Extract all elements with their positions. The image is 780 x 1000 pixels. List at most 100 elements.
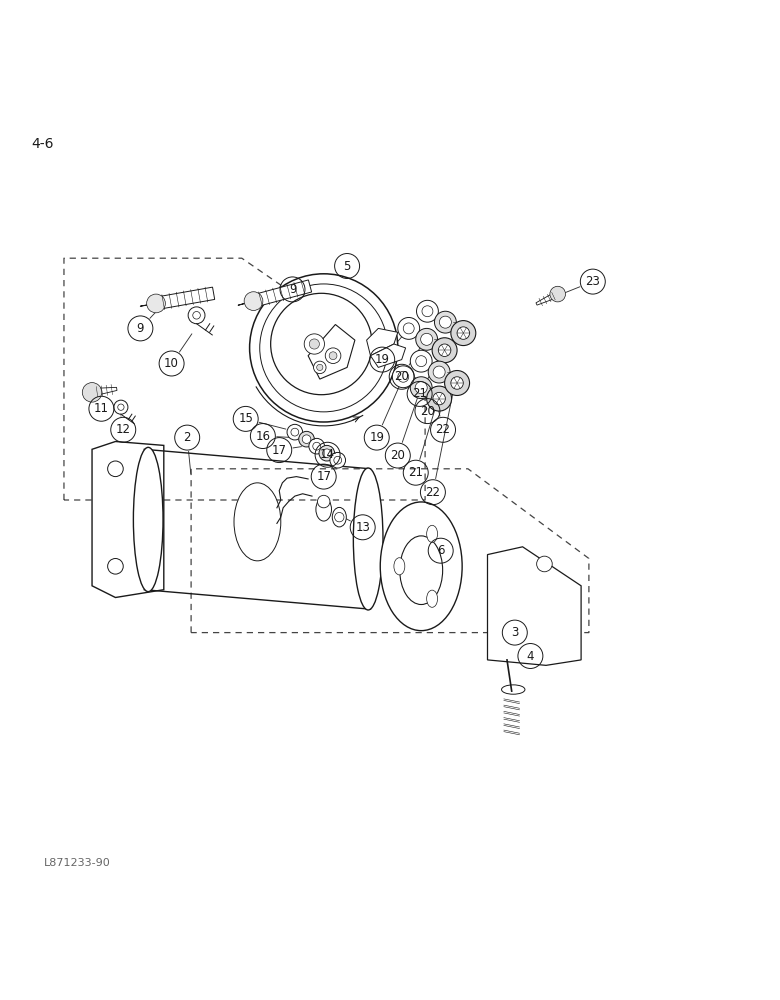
Circle shape bbox=[244, 292, 263, 310]
Circle shape bbox=[415, 382, 427, 394]
Circle shape bbox=[392, 366, 414, 388]
Circle shape bbox=[334, 456, 342, 464]
Circle shape bbox=[427, 386, 452, 411]
Text: 13: 13 bbox=[355, 521, 370, 534]
Circle shape bbox=[299, 431, 314, 447]
Circle shape bbox=[420, 333, 433, 345]
Polygon shape bbox=[155, 287, 214, 310]
Polygon shape bbox=[238, 300, 257, 305]
Text: 19: 19 bbox=[374, 353, 390, 366]
Circle shape bbox=[433, 366, 445, 378]
Text: 10: 10 bbox=[164, 357, 179, 370]
Text: 5: 5 bbox=[343, 259, 351, 272]
Text: 17: 17 bbox=[316, 470, 332, 483]
Circle shape bbox=[403, 323, 414, 334]
Polygon shape bbox=[370, 344, 406, 367]
Circle shape bbox=[291, 428, 299, 436]
Text: 21: 21 bbox=[412, 387, 427, 400]
Circle shape bbox=[330, 452, 346, 468]
Circle shape bbox=[193, 312, 200, 319]
Ellipse shape bbox=[381, 502, 462, 631]
Circle shape bbox=[317, 364, 323, 371]
Polygon shape bbox=[252, 280, 312, 307]
Circle shape bbox=[398, 371, 409, 382]
Circle shape bbox=[457, 327, 470, 339]
Text: 11: 11 bbox=[94, 402, 109, 415]
Ellipse shape bbox=[316, 498, 332, 521]
Ellipse shape bbox=[394, 558, 405, 575]
Circle shape bbox=[323, 449, 331, 457]
Polygon shape bbox=[140, 303, 159, 306]
Circle shape bbox=[147, 294, 165, 313]
Circle shape bbox=[287, 424, 303, 440]
Polygon shape bbox=[92, 442, 164, 597]
Polygon shape bbox=[91, 387, 117, 396]
Ellipse shape bbox=[427, 525, 438, 542]
Text: 23: 23 bbox=[585, 275, 601, 288]
Circle shape bbox=[422, 306, 433, 317]
Circle shape bbox=[451, 321, 476, 346]
Circle shape bbox=[434, 311, 456, 333]
Text: 9: 9 bbox=[289, 283, 296, 296]
Text: 22: 22 bbox=[435, 423, 451, 436]
Circle shape bbox=[325, 348, 341, 364]
Circle shape bbox=[432, 338, 457, 363]
Text: 15: 15 bbox=[238, 412, 254, 425]
Text: 12: 12 bbox=[115, 423, 131, 436]
Circle shape bbox=[537, 556, 552, 572]
Ellipse shape bbox=[399, 536, 443, 605]
Circle shape bbox=[439, 316, 452, 328]
Circle shape bbox=[416, 328, 438, 350]
Circle shape bbox=[83, 383, 101, 402]
Text: L871233-90: L871233-90 bbox=[44, 858, 111, 868]
Circle shape bbox=[314, 361, 326, 374]
Text: 4-6: 4-6 bbox=[31, 137, 54, 151]
Circle shape bbox=[417, 300, 438, 322]
Circle shape bbox=[304, 334, 324, 354]
Circle shape bbox=[114, 400, 128, 414]
Text: 20: 20 bbox=[394, 370, 410, 383]
Text: 3: 3 bbox=[511, 626, 519, 639]
Circle shape bbox=[309, 339, 320, 349]
Text: 2: 2 bbox=[183, 431, 191, 444]
Polygon shape bbox=[367, 328, 398, 356]
Text: 17: 17 bbox=[271, 444, 287, 457]
Polygon shape bbox=[488, 547, 581, 665]
Text: 22: 22 bbox=[425, 486, 441, 499]
Circle shape bbox=[428, 361, 450, 383]
Text: 16: 16 bbox=[255, 430, 271, 443]
Circle shape bbox=[108, 461, 123, 477]
Circle shape bbox=[108, 558, 123, 574]
Ellipse shape bbox=[427, 590, 438, 607]
Circle shape bbox=[118, 404, 124, 410]
Ellipse shape bbox=[133, 447, 163, 592]
Circle shape bbox=[410, 377, 432, 399]
Circle shape bbox=[313, 442, 321, 450]
Circle shape bbox=[433, 392, 445, 405]
Text: 20: 20 bbox=[420, 405, 435, 418]
Text: 14: 14 bbox=[320, 448, 335, 461]
Circle shape bbox=[188, 307, 205, 324]
Circle shape bbox=[329, 352, 337, 360]
Ellipse shape bbox=[502, 685, 525, 694]
Text: 4: 4 bbox=[526, 650, 534, 662]
Polygon shape bbox=[536, 291, 559, 305]
Polygon shape bbox=[308, 325, 355, 379]
Circle shape bbox=[451, 377, 463, 389]
Circle shape bbox=[550, 286, 566, 302]
Circle shape bbox=[260, 284, 388, 412]
Circle shape bbox=[319, 445, 335, 461]
Circle shape bbox=[303, 435, 311, 443]
Circle shape bbox=[410, 350, 432, 372]
Ellipse shape bbox=[353, 468, 383, 610]
Circle shape bbox=[271, 293, 372, 395]
Circle shape bbox=[445, 371, 470, 395]
Circle shape bbox=[335, 512, 344, 522]
Text: 21: 21 bbox=[408, 466, 424, 479]
Text: 19: 19 bbox=[369, 431, 385, 444]
Circle shape bbox=[398, 317, 420, 339]
Circle shape bbox=[438, 344, 451, 356]
Circle shape bbox=[309, 438, 324, 454]
Ellipse shape bbox=[234, 483, 281, 561]
Circle shape bbox=[317, 495, 330, 508]
